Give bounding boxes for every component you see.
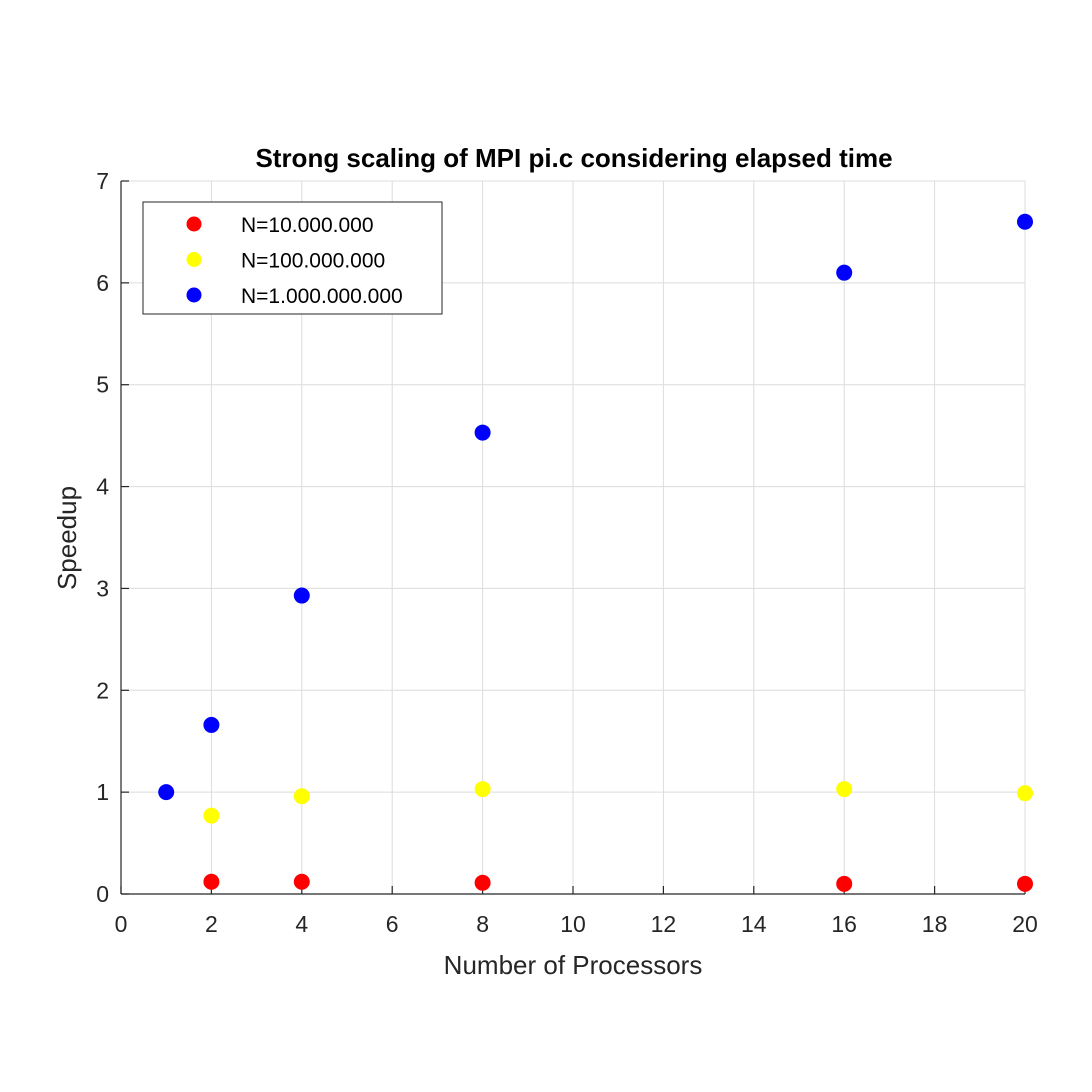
legend-label: N=100.000.000 (241, 250, 385, 273)
y-tick-label: 0 (96, 881, 109, 907)
data-point (158, 784, 175, 801)
data-points (158, 213, 1033, 892)
data-point (1017, 875, 1033, 892)
x-tick-label: 16 (831, 911, 857, 937)
data-point (474, 781, 491, 798)
x-tick-label: 6 (386, 911, 399, 937)
data-point (293, 873, 310, 890)
legend-marker (186, 287, 202, 303)
data-point (474, 424, 491, 441)
data-point (203, 807, 220, 824)
x-tick-label: 4 (295, 911, 308, 937)
y-tick-label: 2 (96, 677, 109, 703)
data-point (836, 264, 853, 281)
legend-marker (186, 252, 202, 267)
x-axis-label: Number of Processors (444, 950, 703, 980)
data-point (1017, 785, 1033, 802)
y-axis-label: Speedup (52, 486, 82, 590)
y-tick-label: 5 (96, 372, 109, 398)
data-point (836, 875, 853, 892)
data-point (203, 716, 220, 733)
legend-label: N=10.000.000 (241, 214, 374, 237)
legend-marker (186, 216, 202, 232)
y-tick-label: 6 (96, 270, 109, 296)
data-point (836, 781, 853, 798)
x-tick-label: 10 (560, 911, 586, 937)
data-point (474, 874, 491, 891)
x-tick-label: 8 (476, 911, 489, 937)
y-tick-label: 3 (96, 575, 109, 601)
data-point (203, 873, 220, 890)
data-point (293, 788, 310, 805)
x-tick-label: 18 (922, 911, 948, 937)
x-tick-label: 0 (115, 911, 128, 937)
x-tick-label: 20 (1012, 911, 1038, 937)
data-point (293, 587, 310, 604)
data-point (1017, 213, 1033, 230)
y-tick-label: 7 (96, 168, 109, 194)
x-tick-label: 14 (741, 911, 767, 937)
y-tick-label: 1 (96, 779, 109, 805)
chart-title: Strong scaling of MPI pi.c considering e… (255, 143, 892, 173)
x-tick-label: 2 (205, 911, 218, 937)
x-tick-label: 12 (651, 911, 677, 937)
legend: N=10.000.000 N=100.000.000 N=1.000.000.000 (142, 201, 443, 315)
y-tick-label: 4 (96, 474, 109, 500)
legend-label: N=1.000.000.000 (241, 285, 403, 308)
